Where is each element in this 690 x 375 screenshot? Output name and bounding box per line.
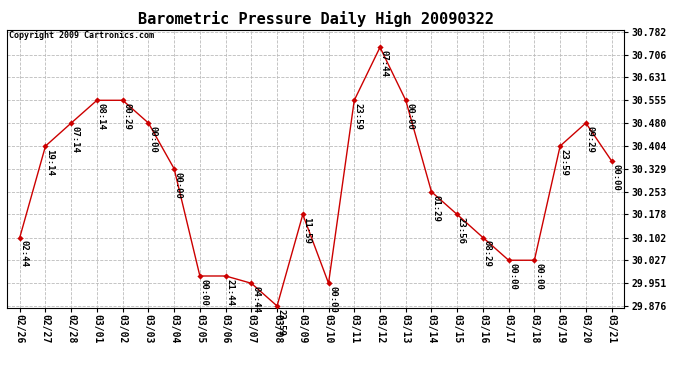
Text: 11:59: 11:59 [302,217,311,244]
Point [117,97,128,103]
Text: 00:00: 00:00 [534,263,543,290]
Point [426,189,437,195]
Text: 00:00: 00:00 [406,103,415,130]
Text: 00:00: 00:00 [509,263,518,290]
Point [503,257,514,263]
Text: 02:44: 02:44 [19,240,28,267]
Point [14,234,26,240]
Point [66,120,77,126]
Text: 08:29: 08:29 [482,240,491,267]
Text: 00:00: 00:00 [148,126,157,153]
Point [375,44,386,50]
Text: 07:44: 07:44 [380,50,388,77]
Point [606,158,617,164]
Text: 01:29: 01:29 [431,195,440,221]
Point [143,120,154,126]
Point [195,273,206,279]
Text: 00:29: 00:29 [122,103,131,130]
Point [40,143,51,149]
Text: 00:00: 00:00 [199,279,208,306]
Point [477,234,489,240]
Text: 00:00: 00:00 [328,286,337,313]
Point [400,97,411,103]
Point [529,257,540,263]
Text: 08:14: 08:14 [97,103,106,130]
Point [580,120,591,126]
Text: 23:59: 23:59 [277,309,286,336]
Text: 00:00: 00:00 [611,164,620,190]
Text: 19:14: 19:14 [45,149,54,176]
Point [323,280,334,286]
Text: 23:59: 23:59 [560,149,569,176]
Text: 23:59: 23:59 [354,103,363,130]
Text: 00:00: 00:00 [174,171,183,198]
Point [246,280,257,286]
Text: 04:44: 04:44 [251,286,260,313]
Text: 09:29: 09:29 [586,126,595,153]
Text: 21:44: 21:44 [225,279,235,306]
Point [272,303,283,309]
Point [555,143,566,149]
Point [220,273,231,279]
Point [297,211,308,217]
Text: 23:56: 23:56 [457,217,466,244]
Point [452,211,463,217]
Text: 07:14: 07:14 [71,126,80,153]
Title: Barometric Pressure Daily High 20090322: Barometric Pressure Daily High 20090322 [138,12,493,27]
Point [92,97,103,103]
Point [168,166,179,172]
Point [348,97,359,103]
Text: Copyright 2009 Cartronics.com: Copyright 2009 Cartronics.com [9,32,154,40]
